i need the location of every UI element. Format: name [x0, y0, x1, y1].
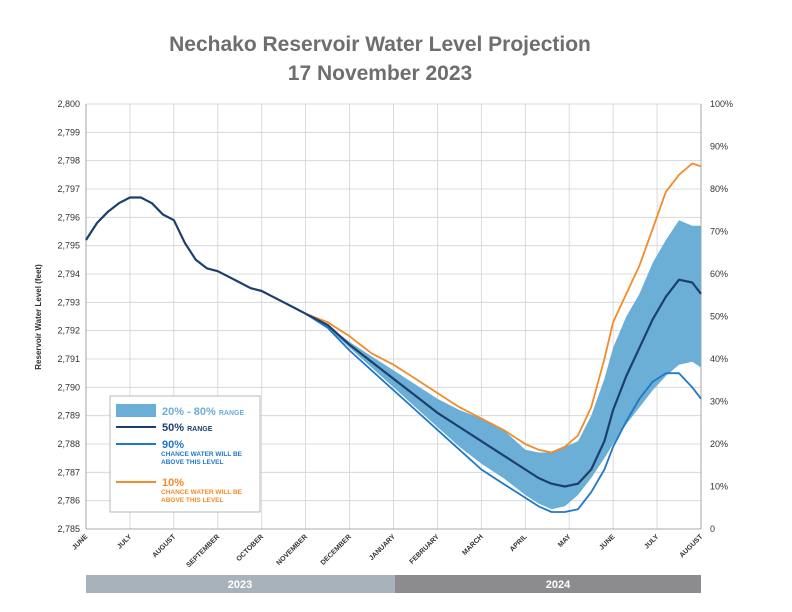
x-tick-label: DECEMBER	[320, 533, 353, 566]
year-bar-2023	[86, 575, 395, 593]
legend: 20% - 80% RANGE 50% RANGE 90% CHANCE WAT…	[109, 395, 261, 513]
x-tick-label: APRIL	[509, 533, 529, 553]
x-tick-label: FEBRUARY	[409, 533, 441, 565]
year-bar-2024	[395, 575, 701, 593]
y-tick-label: 2,787	[57, 467, 80, 477]
y-tick-label: 2,795	[57, 241, 80, 251]
year-bar: 2023 2024	[86, 575, 701, 593]
series-line-90	[305, 312, 702, 513]
legend-90-desc-wrap: CHANCE WATER WILL BE ABOVE THIS LEVEL	[161, 451, 243, 466]
legend-swatch-band	[116, 404, 156, 417]
chart-title: Nechako Reservoir Water Level Projection	[169, 33, 591, 56]
x-tick-label: NOVEMBER	[276, 533, 310, 567]
y2-tick-label: 40%	[710, 354, 728, 364]
chart-subtitle: 17 November 2023	[288, 62, 472, 85]
x-tick-label: SEPTEMBER	[185, 533, 221, 569]
y-tick-label: 2,798	[57, 156, 80, 166]
y2-tick-label: 30%	[710, 397, 728, 407]
y2-tick-label: 10%	[710, 482, 728, 492]
y-tick-label: 2,785	[57, 524, 80, 534]
legend-10-desc-wrap: CHANCE WATER WILL BE ABOVE THIS LEVEL	[161, 489, 243, 504]
x-tick-label: JUNE	[71, 533, 89, 551]
x-tick-label: JULY	[116, 533, 133, 550]
y-tick-label: 2,796	[57, 212, 80, 222]
y-tick-label: 2,790	[57, 382, 80, 392]
y-tick-label: 2,794	[57, 269, 80, 279]
y2-tick-label: 90%	[710, 142, 728, 152]
y-axis-label: Reservoir Water Level (feet)	[34, 264, 43, 370]
y-tick-label: 2,799	[57, 127, 80, 137]
x-tick-label: JULY	[643, 533, 660, 550]
x-tick-label: AUGUST	[679, 533, 705, 559]
legend-entry-band: 20% - 80% RANGE	[162, 406, 244, 418]
legend-entry-90: 90%	[162, 439, 184, 451]
y2-tick-label: 50%	[710, 312, 728, 322]
series-band-20-80	[305, 220, 701, 510]
legend-entry-10: 10%	[162, 477, 184, 489]
y-tick-label: 2,789	[57, 411, 80, 421]
y-tick-label: 2,793	[57, 297, 80, 307]
year-label-2023: 2023	[228, 579, 252, 591]
legend-50-name: 50%	[162, 422, 184, 434]
y-tick-label: 2,800	[57, 99, 80, 109]
legend-50-suffix: RANGE	[187, 426, 213, 433]
x-tick-label: JUNE	[598, 533, 616, 551]
y-tick-label: 2,786	[57, 496, 80, 506]
legend-entry-50: 50% RANGE	[162, 422, 213, 434]
y-tick-label: 2,788	[57, 439, 80, 449]
x-tick-label: MARCH	[461, 533, 484, 556]
x-tick-label: OCTOBER	[236, 533, 266, 563]
x-tick-label: JANUARY	[368, 533, 397, 562]
x-tick-label: AUGUST	[151, 533, 177, 559]
y-tick-label: 2,792	[57, 326, 80, 336]
year-label-2024: 2024	[546, 579, 571, 591]
x-tick-label: MAY	[557, 533, 573, 549]
y2-tick-label: 60%	[710, 269, 728, 279]
series-line-10	[305, 162, 702, 454]
plot-area	[85, 162, 702, 513]
legend-band-suffix: RANGE	[219, 410, 245, 417]
series-line-50	[85, 196, 702, 488]
legend-band-name: 20% - 80%	[162, 406, 216, 418]
y2-tick-label: 20%	[710, 439, 728, 449]
legend-10-desc: CHANCE WATER WILL BE ABOVE THIS LEVEL	[161, 489, 243, 504]
y2-tick-label: 100%	[710, 99, 733, 109]
y-tick-label: 2,791	[57, 354, 80, 364]
y2-tick-label: 0	[710, 524, 715, 534]
legend-90-desc: CHANCE WATER WILL BE ABOVE THIS LEVEL	[161, 451, 243, 466]
y2-tick-label: 80%	[710, 184, 728, 194]
y-tick-label: 2,797	[57, 184, 80, 194]
y2-tick-label: 70%	[710, 227, 728, 237]
